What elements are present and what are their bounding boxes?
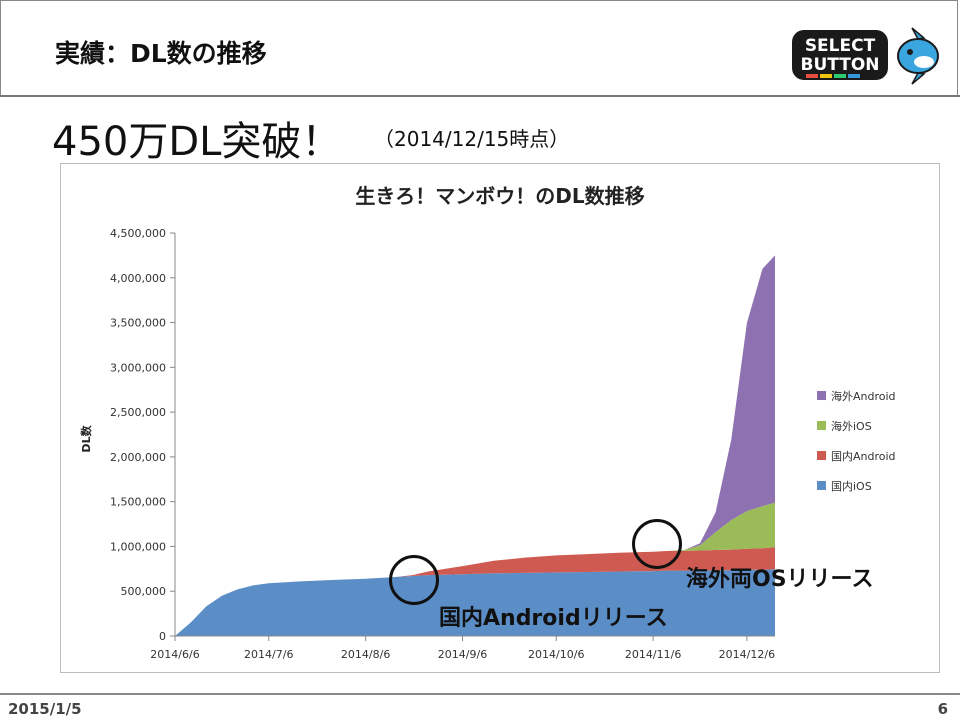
chart-title: 生きろ！マンボウ！のDL数推移 — [355, 184, 644, 208]
y-tick-label: 4,500,000 — [110, 227, 166, 240]
legend-swatch — [817, 391, 826, 400]
footer-rule — [0, 693, 960, 695]
area-layer — [175, 255, 775, 636]
area-series-1 — [175, 547, 775, 636]
axes-layer: 0 500,000 1,000,000 1,500,000 2,000,000 2,500… — [110, 227, 775, 661]
download-chart: 生きろ！マンボウ！のDL数推移 DL数 0 500,000 1,000,000 1,5… — [79, 184, 896, 661]
x-tick-label: 2014/7/6 — [244, 648, 293, 661]
headline-date: （2014/12/15時点） — [374, 127, 570, 151]
logo-wordmark: SELECT BUTTON — [792, 30, 888, 80]
select-button-logo: SELECT BUTTON — [792, 27, 939, 85]
legend-swatch — [817, 481, 826, 490]
legend-swatch — [817, 421, 826, 430]
x-tick-label: 2014/9/6 — [438, 648, 487, 661]
y-axis-label: DL数 — [79, 424, 93, 452]
legend-swatch — [817, 451, 826, 460]
x-tick-label: 2014/12/6 — [719, 648, 775, 661]
y-tick-label: 3,500,000 — [110, 317, 166, 330]
annotation-overseas-release: 海外両OSリリース — [686, 567, 874, 592]
annotation-ring-domestic-android — [389, 555, 439, 605]
sunfish-mascot-icon — [897, 27, 939, 85]
y-tick-label: 3,000,000 — [110, 361, 166, 374]
y-tick-label: 1,000,000 — [110, 540, 166, 553]
logo-line2: BUTTON — [800, 55, 879, 75]
y-tick-label: 0 — [159, 630, 166, 643]
y-tick-label: 1,500,000 — [110, 496, 166, 509]
slide-title: 実績：DL数の推移 — [55, 39, 267, 68]
legend-label: 国内Android — [831, 449, 896, 463]
area-series-0 — [175, 569, 775, 636]
legend: 海外Android 海外iOS 国内Android 国内iOS — [817, 389, 896, 493]
header-divider — [0, 95, 960, 97]
annotation-domestic-android-release: 国内Androidリリース — [439, 606, 668, 631]
y-tick-label: 4,000,000 — [110, 272, 166, 285]
logo-line1: SELECT — [805, 36, 876, 56]
x-tick-label: 2014/6/6 — [150, 648, 199, 661]
page-number: 6 — [937, 700, 948, 718]
y-tick-label: 2,000,000 — [110, 451, 166, 464]
legend-label: 海外iOS — [831, 419, 872, 433]
x-tick-label: 2014/10/6 — [528, 648, 584, 661]
annotation-ring-overseas-release — [632, 519, 682, 569]
headline: 450万DL突破！ — [52, 119, 342, 165]
x-tick-label: 2014/11/6 — [625, 648, 681, 661]
footer-date: 2015/1/5 — [8, 700, 82, 718]
legend-label: 国内iOS — [831, 479, 872, 493]
y-tick-label: 2,500,000 — [110, 406, 166, 419]
legend-label: 海外Android — [831, 389, 896, 403]
y-tick-label: 500,000 — [121, 585, 167, 598]
x-tick-label: 2014/8/6 — [341, 648, 390, 661]
